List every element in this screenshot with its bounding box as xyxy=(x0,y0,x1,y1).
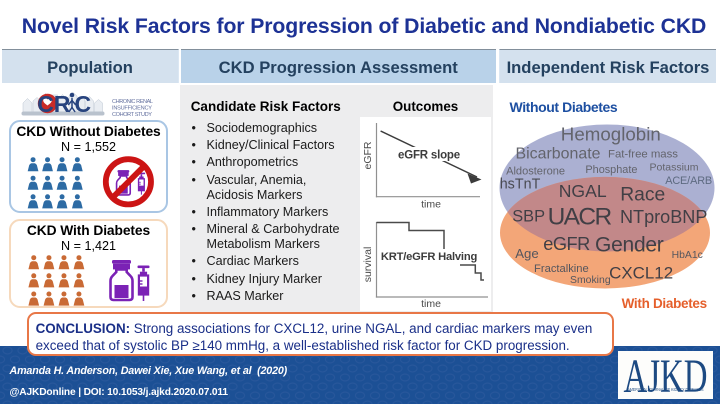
svg-text:INSUFFICIENCY: INSUFFICIENCY xyxy=(112,106,152,112)
svg-text:ACE/ARB: ACE/ARB xyxy=(665,175,712,187)
svg-text:CXCL12: CXCL12 xyxy=(609,263,673,282)
svg-text:eGFR: eGFR xyxy=(543,234,590,254)
svg-text:Bicarbonate: Bicarbonate xyxy=(516,145,601,162)
svg-text:HbA1c: HbA1c xyxy=(672,250,703,261)
svg-text:UACR: UACR xyxy=(548,204,613,231)
svg-text:Age: Age xyxy=(515,246,539,261)
svg-text:Hemoglobin: Hemoglobin xyxy=(561,124,661,145)
svg-text:time: time xyxy=(421,199,441,211)
svg-text:Fat-free mass: Fat-free mass xyxy=(608,149,678,161)
svg-text:AJKD: AJKD xyxy=(623,351,707,399)
svg-text:R: R xyxy=(54,91,71,117)
svg-text:KRT/eGFR Halving: KRT/eGFR Halving xyxy=(381,251,478,263)
svg-text:CHRONIC RENAL: CHRONIC RENAL xyxy=(112,99,153,105)
svg-text:Gender: Gender xyxy=(595,234,664,257)
svg-text:Phosphate: Phosphate xyxy=(585,164,637,176)
svg-text:Smoking: Smoking xyxy=(570,275,611,286)
svg-text:C: C xyxy=(37,91,54,117)
svg-text:time: time xyxy=(421,298,441,310)
svg-text:COHORT STUDY: COHORT STUDY xyxy=(112,112,152,118)
svg-text:Aldosterone: Aldosterone xyxy=(506,165,565,177)
svg-text:hsTnT: hsTnT xyxy=(500,176,541,192)
svg-text:NGAL: NGAL xyxy=(559,181,607,201)
svg-text:Race: Race xyxy=(620,185,665,206)
svg-text:AMERICAN JOURNAL OF KIDNEY DIS: AMERICAN JOURNAL OF KIDNEY DISEASES xyxy=(627,387,703,392)
svg-text:eGFR slope: eGFR slope xyxy=(398,150,460,162)
svg-text:survival: survival xyxy=(362,247,374,283)
svg-text:Potassium: Potassium xyxy=(650,162,699,174)
svg-text:eGFR: eGFR xyxy=(362,141,374,169)
svg-text:NTproBNP: NTproBNP xyxy=(620,207,708,227)
svg-text:C: C xyxy=(75,91,92,117)
svg-text:Fractalkine: Fractalkine xyxy=(534,263,589,275)
svg-text:SBP: SBP xyxy=(512,208,545,226)
